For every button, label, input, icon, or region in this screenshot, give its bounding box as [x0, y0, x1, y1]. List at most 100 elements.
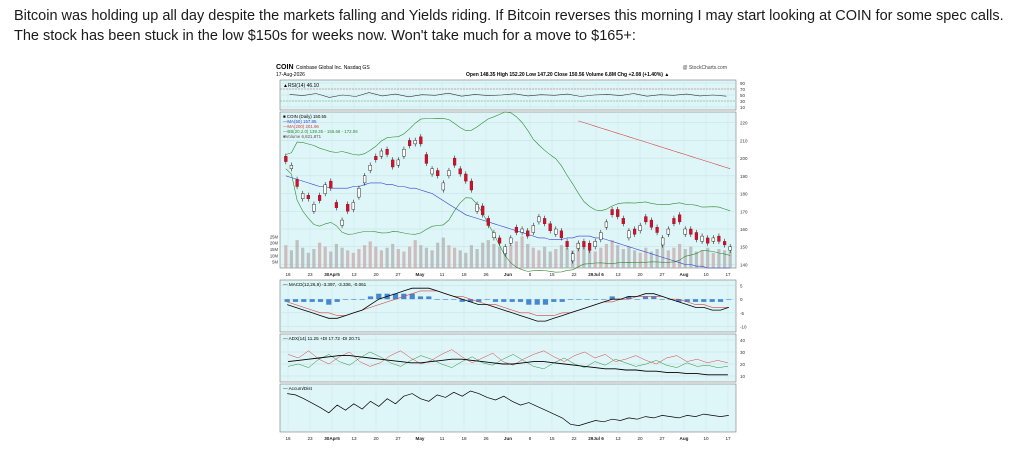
x-axis-upper-tick-7: 11 — [440, 272, 445, 277]
volume-bar — [430, 250, 434, 268]
x-axis-lower: 16 23 30Apr5 13 20 27 May 11 18 26 Jun 8 15 22 29Jul 6… — [285, 436, 731, 441]
candle-body — [548, 223, 552, 231]
candle-body — [571, 253, 575, 262]
candle-body — [543, 218, 547, 224]
candle-body — [323, 184, 327, 194]
candle-body — [621, 218, 625, 224]
candle-body — [306, 195, 310, 200]
x-axis-lower-tick-15: 13 — [615, 436, 621, 441]
x-axis-lower-tick-3: 13 — [351, 436, 357, 441]
candle-body — [396, 159, 400, 166]
price-tick-5: 170 — [740, 209, 748, 214]
x-axis-upper-tick-0: 16 — [285, 272, 291, 277]
volume-bar — [565, 247, 569, 268]
candle-body — [666, 228, 670, 235]
volume-bar — [548, 251, 552, 268]
volume-bar — [323, 246, 327, 268]
candle-body — [436, 170, 440, 177]
price-tick-8: 140 — [740, 262, 748, 267]
macd-histogram-bar — [392, 293, 399, 300]
macd-histogram-bar — [534, 299, 540, 305]
macd-histogram-bar — [501, 299, 507, 302]
chart-watermark: @ StockCharts.com — [682, 65, 727, 71]
volume-bar — [295, 240, 299, 268]
macd-histogram-bar — [551, 299, 557, 302]
volume-bar — [593, 251, 597, 268]
price-tick-3: 190 — [740, 174, 748, 179]
macd-histogram-bar — [351, 299, 357, 300]
volume-bar — [396, 249, 400, 268]
volume-bar — [385, 247, 389, 268]
x-axis-upper-tick-11: 8 — [529, 272, 532, 277]
candle-body — [346, 203, 350, 212]
candle-body — [520, 228, 524, 233]
macd-histogram-bar — [517, 299, 524, 302]
adx-tick-1: 30 — [740, 350, 746, 355]
volume-bar — [458, 250, 462, 268]
volume-bar — [498, 246, 502, 268]
candle-body — [447, 170, 451, 177]
volume-bar — [633, 250, 637, 268]
x-axis-upper-tick-9: 26 — [483, 272, 489, 277]
volume-bar — [728, 251, 732, 268]
volume-bar — [363, 245, 367, 268]
x-axis-upper-tick-13: 22 — [571, 272, 577, 277]
volume-bar — [604, 243, 608, 268]
post-text: Bitcoin was holding up all day despite t… — [14, 8, 1004, 44]
volume-bar — [638, 252, 642, 268]
adx-tick-2: 20 — [740, 362, 746, 367]
candle-body — [689, 228, 693, 235]
volume-bar — [436, 242, 440, 268]
macd-histogram-bar — [342, 299, 349, 300]
x-axis-upper-tick-10: Jun — [504, 272, 512, 277]
volume-bar — [408, 246, 412, 268]
price-legend-0: ■ COIN (Daily) 150.55 — [283, 114, 327, 119]
volume-bar — [554, 249, 558, 268]
x-axis-upper-tick-18: Aug — [680, 272, 689, 277]
x-axis-lower-tick-19: 10 — [703, 436, 709, 441]
volume-bar — [357, 249, 361, 268]
macd-histogram-bar — [592, 299, 599, 300]
volume-bar — [644, 247, 648, 268]
candle-body — [362, 175, 367, 184]
x-axis-upper-tick-3: 13 — [351, 272, 357, 277]
candle-body — [481, 205, 485, 216]
volume-bar — [599, 247, 603, 268]
x-axis-lower-tick-1: 23 — [307, 436, 313, 441]
candle-body — [599, 232, 603, 240]
price-tick-2: 200 — [740, 156, 748, 161]
candle-body — [391, 159, 395, 168]
candle-body — [441, 182, 445, 191]
volume-bar — [329, 251, 333, 268]
x-axis-upper: 16 23 30Apr5 13 20 27 May 11 18 26 Jun 8 15 22 29Jul 6… — [285, 272, 731, 277]
x-axis-upper-tick-14: 29Jul 6 — [588, 272, 604, 277]
macd-panel: 5 0 -5 -10 — MACD(12,26,9) -3.397, -3.336, -… — [279, 279, 747, 333]
candle-body — [458, 168, 462, 175]
volume-bar — [306, 252, 310, 268]
macd-histogram-bar — [292, 299, 299, 302]
macd-histogram-bar — [326, 299, 332, 305]
candle-body — [728, 246, 732, 251]
candle-body — [402, 148, 406, 157]
candle-body — [424, 154, 428, 164]
macd-histogram-bar — [684, 299, 690, 302]
macd-line — [287, 287, 729, 322]
volume-bar — [672, 247, 676, 268]
candle-body — [492, 232, 496, 239]
candle-body — [340, 219, 344, 226]
price-tick-6: 160 — [740, 227, 748, 232]
volume-bar — [284, 245, 288, 268]
macd-histogram-bar — [367, 296, 374, 300]
volume-bar — [301, 247, 305, 268]
chart-company: Coinbase Global Inc. Nasdaq GS — [296, 65, 370, 71]
candle-body — [644, 216, 648, 223]
volume-bar — [346, 250, 350, 268]
price-tick-7: 150 — [740, 245, 748, 250]
macd-histogram-bar — [417, 296, 424, 300]
macd-histogram-bar — [492, 299, 499, 302]
candle-body — [464, 173, 468, 182]
adx-label: — ADX(14) 11.25 +DI 17.72 -DI 20.71 — [283, 336, 361, 341]
volume-bar — [447, 245, 451, 268]
